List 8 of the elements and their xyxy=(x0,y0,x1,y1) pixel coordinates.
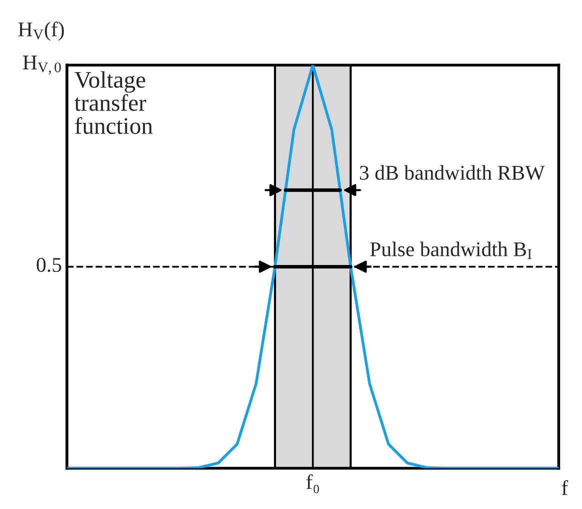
ref-line-label: 3 dB bandwidth RBW xyxy=(360,165,545,180)
x-axis-title: f xyxy=(562,480,568,495)
annotation: Pulse bandwidth B$_{I}$ xyxy=(370,242,532,259)
text: f₀ xyxy=(306,474,319,494)
annotation: Voltage transfer function xyxy=(74,71,153,134)
ref-line-label: 0.5 xyxy=(36,258,62,272)
ref-line-label: H$_{V,0}$ xyxy=(23,56,61,74)
y-axis-title: H$_{V}$(f) xyxy=(18,22,64,41)
